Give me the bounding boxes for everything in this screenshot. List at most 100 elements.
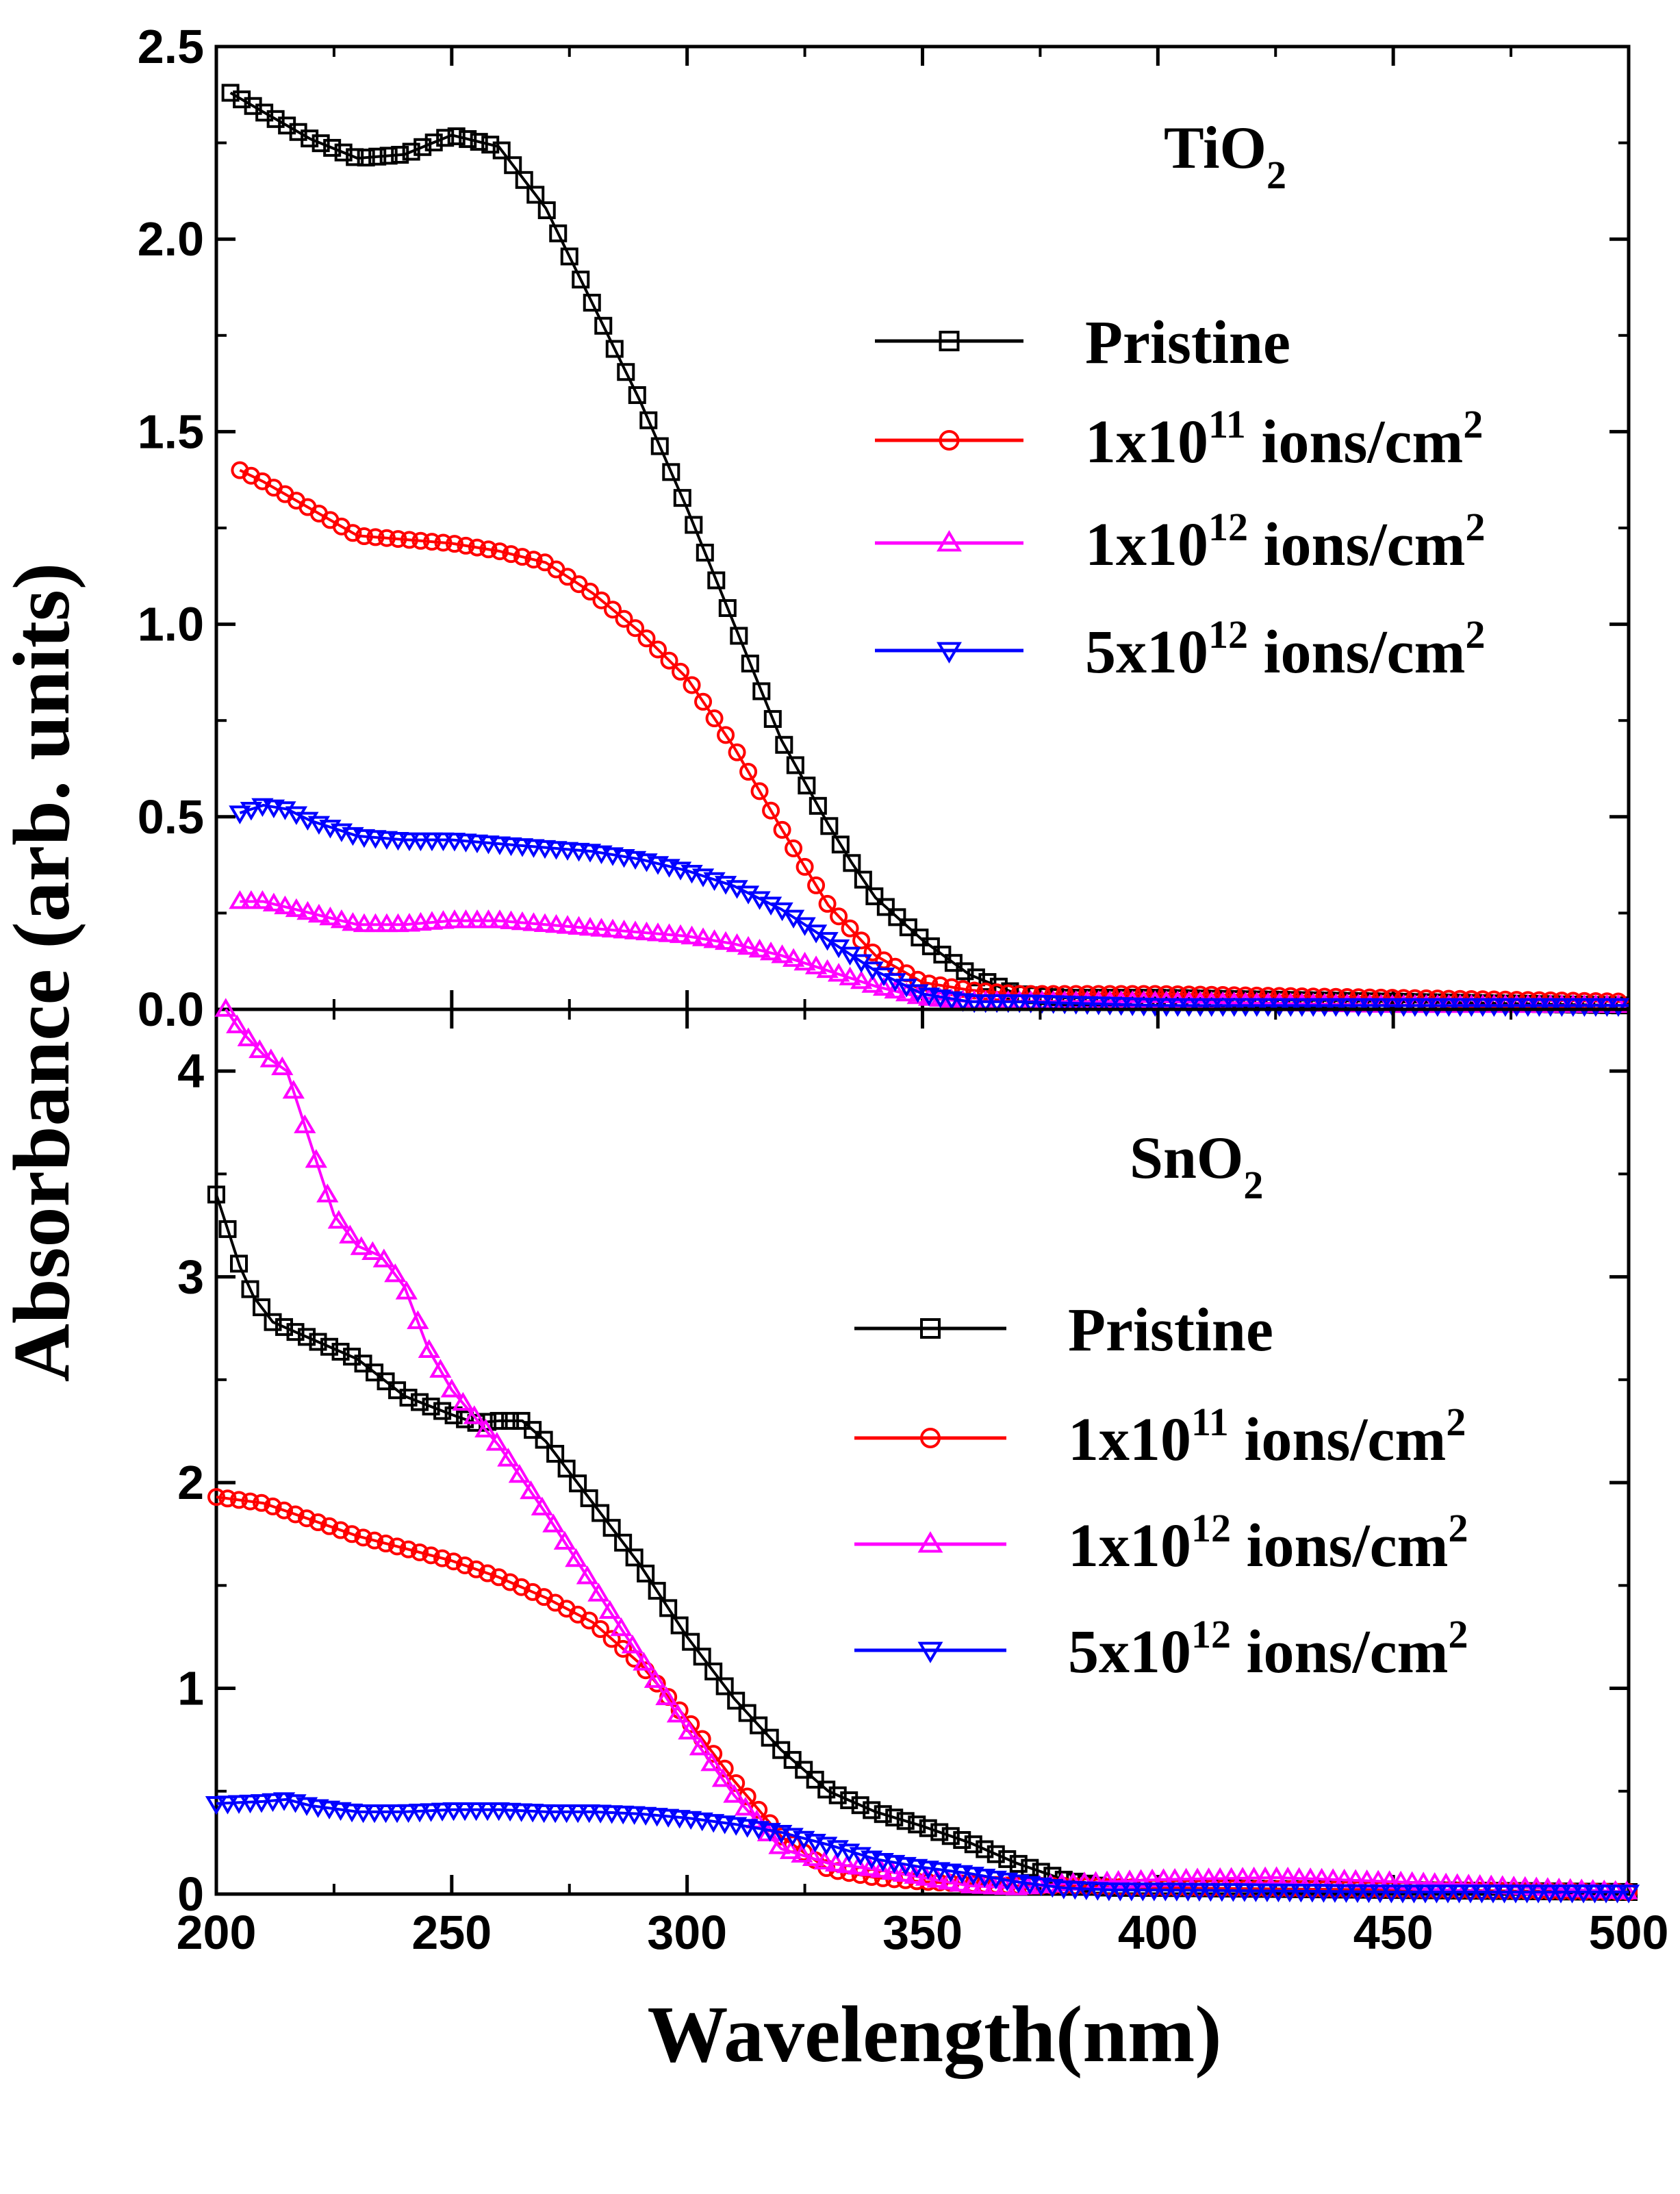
data-point [964,1835,982,1854]
data-point [1245,998,1268,1017]
data-point [1120,1882,1143,1902]
data-point [555,1804,578,1824]
data-point [987,1845,1005,1863]
data-point [623,1806,646,1826]
data-point [1200,998,1223,1017]
data-point [489,1411,508,1430]
legend-label-3: 5x1012 ions/cm2 [1085,612,1486,686]
data-point [1423,1872,1446,1891]
y-tick-label: 1 [177,1662,204,1715]
data-point [526,186,545,204]
data-point [1335,1884,1358,1903]
y-tick-label: 2.5 [138,20,204,73]
data-point [429,1359,452,1378]
data-point [662,463,680,481]
data-point [253,1298,271,1317]
data-point [915,1867,938,1886]
data-point [230,1491,249,1509]
data-point [741,654,759,672]
data-point [615,609,633,628]
data-point [668,1810,691,1829]
data-point [470,133,488,151]
data-point [344,524,362,542]
data-point [971,1875,994,1894]
data-point [592,591,611,609]
data-point [796,857,814,876]
data-point [442,1802,465,1821]
data-point [1042,995,1065,1014]
data-point [1143,1882,1165,1902]
data-point [568,842,590,862]
x-tick-label: 500 [1589,1906,1669,1959]
data-point [1403,998,1426,1017]
data-point [262,892,285,912]
data-point [666,1704,689,1723]
data-point [296,900,319,920]
data-point [941,1827,960,1845]
data-point [1257,998,1280,1017]
data-point [939,1863,962,1882]
data-point [1425,1884,1448,1904]
data-point [355,527,373,546]
data-point [672,662,690,681]
data-point [420,832,444,852]
data-point [974,994,997,1013]
data-point [1132,998,1155,1017]
data-point [1188,1882,1210,1902]
data-point [1594,1884,1618,1904]
data-point [301,129,319,148]
data-point [696,543,714,562]
data-point [1009,1854,1028,1873]
data-point [660,651,678,670]
data-point [253,1493,271,1512]
data-point [316,1183,339,1202]
data-point [216,1795,239,1815]
data-point [230,1254,249,1273]
data-point [452,1391,474,1411]
panel-title-tio2: TiO2 [1164,115,1286,197]
data-point [307,1799,329,1818]
data-point [806,1770,824,1789]
data-point [693,1648,711,1666]
data-point [1483,998,1505,1017]
data-point [346,148,364,166]
data-point [409,832,432,852]
data-point [896,1812,915,1830]
data-point [633,1652,655,1671]
data-point [1087,996,1110,1016]
data-point [1494,998,1516,1017]
data-point [1583,1884,1606,1904]
data-point [522,912,545,931]
data-point [978,973,997,992]
data-point [1539,998,1562,1017]
data-point [1302,998,1325,1017]
legend-marker-0 [939,331,960,351]
data-point [1177,1882,1199,1902]
data-point [249,1039,271,1059]
data-point [1019,1876,1041,1895]
data-point [1280,998,1302,1017]
data-point [827,963,850,982]
data-point [851,1796,869,1815]
data-point [375,831,398,850]
data-point [251,798,274,817]
data-point [1549,1884,1573,1904]
data-point [1110,997,1132,1016]
data-point [372,1248,395,1268]
data-point [379,147,398,165]
data-point [1165,1882,1188,1902]
data-point [713,1815,736,1834]
data-point [591,1504,610,1522]
legend-label-0: Pristine [1085,309,1290,377]
data-point [422,533,441,551]
data-point [1493,1884,1516,1904]
data-point [498,1802,522,1822]
data-point [533,840,557,859]
data-point [353,913,376,933]
data-point [1278,1883,1301,1903]
data-point [389,530,407,548]
data-point [960,1874,983,1893]
data-point [323,138,342,157]
data-point [802,1847,825,1866]
